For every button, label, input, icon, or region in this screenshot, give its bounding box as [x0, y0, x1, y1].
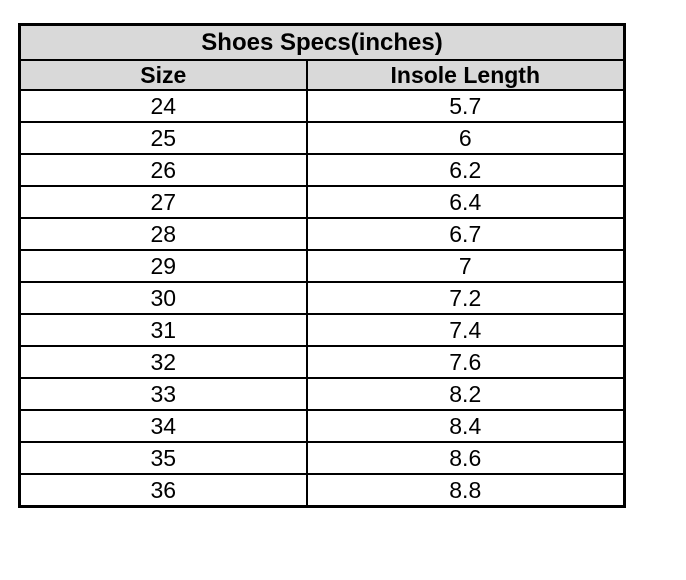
- insole-length-cell: 6.4: [305, 185, 626, 219]
- table-title: Shoes Specs(inches): [18, 23, 626, 61]
- insole-length-cell: 6.2: [305, 153, 626, 187]
- size-cell: 35: [18, 441, 308, 475]
- column-header-size: Size: [18, 59, 308, 91]
- insole-length-cell: 8.4: [305, 409, 626, 443]
- table-row: 34 8.4: [18, 409, 626, 443]
- table-row: 31 7.4: [18, 313, 626, 347]
- size-cell: 25: [18, 121, 308, 155]
- column-header-insole-length: Insole Length: [305, 59, 626, 91]
- size-cell: 31: [18, 313, 308, 347]
- insole-length-cell: 8.2: [305, 377, 626, 411]
- table-row: 30 7.2: [18, 281, 626, 315]
- table-row: 32 7.6: [18, 345, 626, 379]
- size-cell: 32: [18, 345, 308, 379]
- insole-length-cell: 6.7: [305, 217, 626, 251]
- table-row: 24 5.7: [18, 89, 626, 123]
- table-row: 35 8.6: [18, 441, 626, 475]
- insole-length-cell: 5.7: [305, 89, 626, 123]
- size-cell: 36: [18, 473, 308, 508]
- table-row: 28 6.7: [18, 217, 626, 251]
- table-row: 36 8.8: [18, 473, 626, 508]
- insole-length-cell: 7.4: [305, 313, 626, 347]
- title-row: Shoes Specs(inches): [18, 23, 626, 61]
- table-body: 24 5.7 25 6 26 6.2 27 6.4 28 6.7 29 7 30 7.2 31 7.4 32 7.…: [18, 89, 626, 508]
- size-cell: 33: [18, 377, 308, 411]
- size-cell: 26: [18, 153, 308, 187]
- table-row: 29 7: [18, 249, 626, 283]
- header-row: Size Insole Length: [18, 59, 626, 91]
- table-row: 33 8.2: [18, 377, 626, 411]
- size-cell: 27: [18, 185, 308, 219]
- insole-length-cell: 7: [305, 249, 626, 283]
- insole-length-cell: 6: [305, 121, 626, 155]
- shoes-specs-table: Shoes Specs(inches) Size Insole Length 2…: [18, 23, 627, 508]
- insole-length-cell: 8.6: [305, 441, 626, 475]
- size-cell: 29: [18, 249, 308, 283]
- insole-length-cell: 8.8: [305, 473, 626, 508]
- table-row: 26 6.2: [18, 153, 626, 187]
- insole-length-cell: 7.2: [305, 281, 626, 315]
- table-row: 25 6: [18, 121, 626, 155]
- size-cell: 24: [18, 89, 308, 123]
- table-row: 27 6.4: [18, 185, 626, 219]
- insole-length-cell: 7.6: [305, 345, 626, 379]
- size-cell: 30: [18, 281, 308, 315]
- size-cell: 34: [18, 409, 308, 443]
- size-cell: 28: [18, 217, 308, 251]
